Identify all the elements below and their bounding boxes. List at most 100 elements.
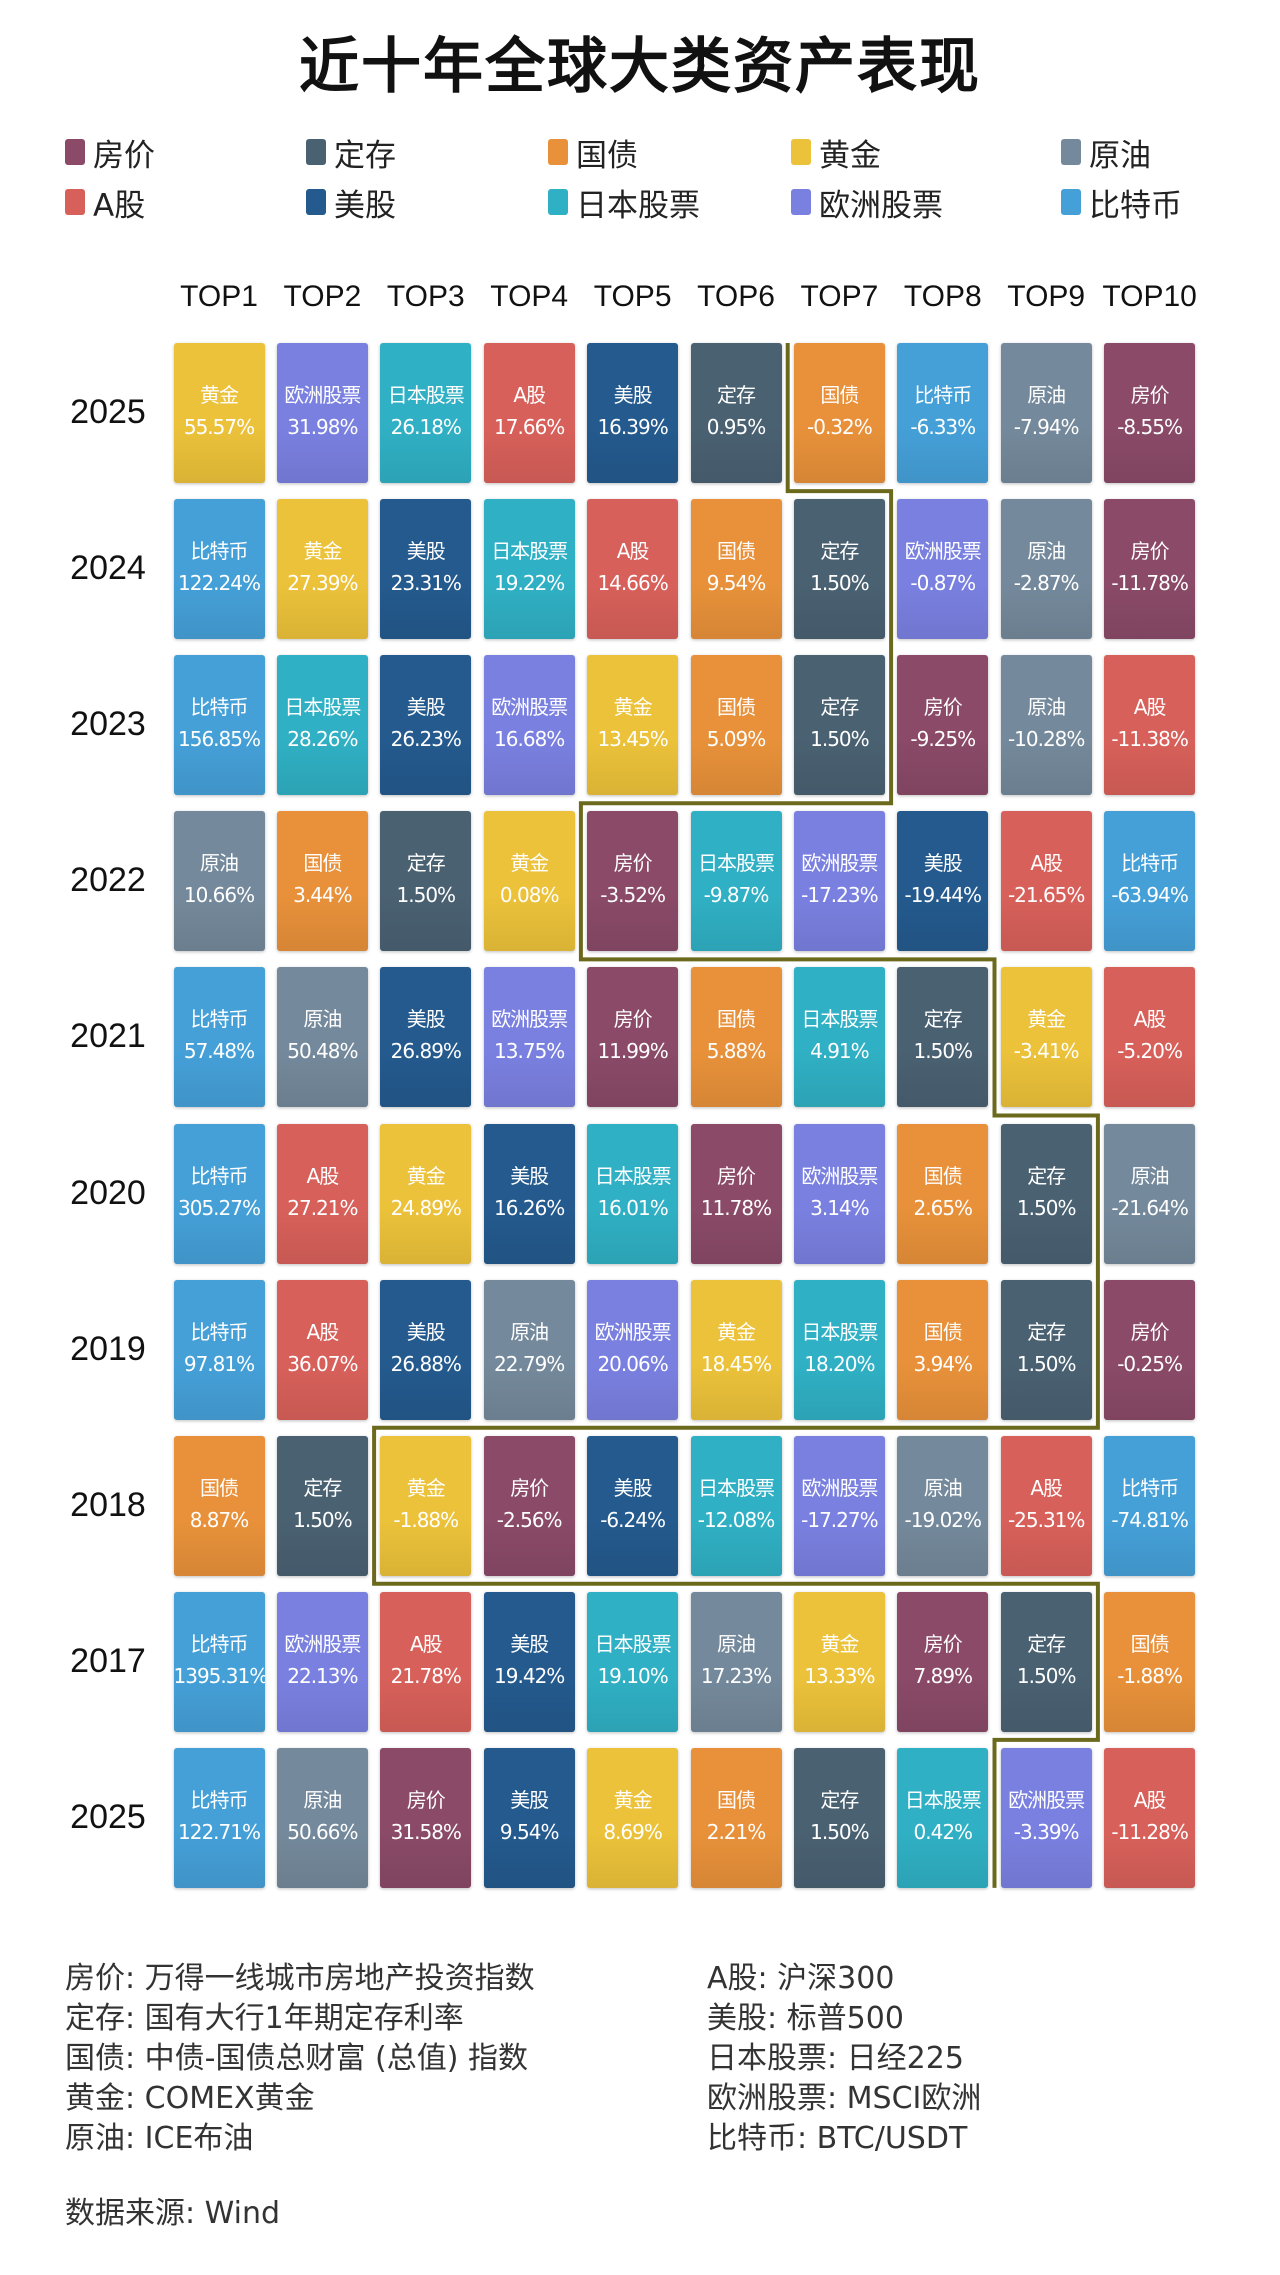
asset-return: 19.42% — [494, 1663, 565, 1688]
column-header: TOP7 — [800, 280, 879, 313]
asset-name: 黄金 — [406, 1163, 446, 1188]
asset-name: 房价 — [1130, 383, 1170, 407]
asset-cell: 原油 -2.87% — [1000, 499, 1092, 640]
asset-cell: 国债 2.21% — [690, 1747, 782, 1888]
asset-return: -0.87% — [910, 571, 976, 596]
asset-return: 4.91% — [810, 1039, 870, 1064]
asset-return: -6.24% — [600, 1507, 666, 1532]
asset-cell: 国债 3.94% — [897, 1279, 989, 1420]
asset-name: 国债 — [303, 851, 342, 876]
asset-return: 24.89% — [390, 1195, 462, 1220]
asset-return: 10.66% — [183, 883, 255, 908]
year-label: 2025 — [70, 393, 146, 431]
asset-cell: 日本股票 -9.87% — [690, 811, 782, 952]
asset-name: 欧洲股票 — [801, 1163, 878, 1188]
asset-name: A股 — [1133, 1007, 1167, 1032]
asset-return: 19.10% — [597, 1663, 668, 1688]
asset-name: A股 — [1030, 1475, 1063, 1500]
asset-return: 7.89% — [913, 1663, 974, 1688]
asset-cell: 欧洲股票 13.75% — [483, 967, 575, 1108]
asset-cell: A股 36.07% — [276, 1279, 368, 1420]
year-label: 2024 — [70, 549, 146, 588]
asset-cell: 黄金 24.89% — [380, 1123, 472, 1264]
asset-cell: 日本股票 28.26% — [276, 655, 368, 796]
asset-return: 1.50% — [810, 1819, 870, 1844]
asset-cell: 国债 3.44% — [276, 811, 368, 952]
legend-label: 房价 — [93, 137, 155, 174]
column-header: TOP8 — [903, 280, 982, 313]
asset-name: 房价 — [717, 1163, 756, 1188]
asset-return: -11.28% — [1111, 1819, 1188, 1844]
asset-cell: 欧洲股票 -17.27% — [793, 1435, 885, 1576]
legend-swatch — [306, 139, 326, 165]
asset-cell: 房价 -11.78% — [1104, 499, 1196, 640]
asset-cell: 房价 11.99% — [587, 967, 679, 1108]
asset-cell: 比特币 122.24% — [173, 499, 265, 640]
column-header: TOP9 — [1007, 280, 1086, 313]
asset-name: 欧洲股票 — [1008, 1787, 1085, 1812]
year-label: 2025 — [70, 1797, 146, 1836]
asset-name: 国债 — [923, 1163, 963, 1188]
asset-cell: A股 14.66% — [587, 499, 679, 640]
asset-cell: 国债 8.87% — [173, 1435, 265, 1576]
data-source: 数据来源: Wind — [65, 2196, 281, 2231]
column-header: TOP4 — [490, 280, 569, 313]
asset-cell: 美股 19.42% — [483, 1591, 575, 1732]
asset-definition: 美股: 标普500 — [707, 2001, 904, 2036]
asset-cell: 欧洲股票 -3.39% — [1000, 1747, 1092, 1888]
asset-cell: 比特币 -6.33% — [897, 343, 989, 483]
asset-name: 定存 — [1027, 1163, 1066, 1188]
legend-label: 原油 — [1089, 137, 1151, 174]
asset-return: 11.99% — [597, 1039, 668, 1064]
asset-name: 原油 — [303, 1007, 342, 1032]
asset-name: 国债 — [717, 539, 756, 564]
asset-name: 欧洲股票 — [491, 695, 568, 720]
asset-cell: 黄金 18.45% — [690, 1279, 782, 1420]
asset-name: A股 — [513, 383, 546, 407]
asset-cell: A股 27.21% — [276, 1123, 368, 1264]
asset-cell: 黄金 13.33% — [793, 1591, 885, 1732]
asset-cell: 定存 1.50% — [380, 811, 472, 952]
asset-cell: 比特币 -63.94% — [1104, 811, 1196, 952]
legend-label: 比特币 — [1089, 187, 1182, 224]
asset-return: 22.13% — [287, 1663, 358, 1688]
asset-cell: 比特币 156.85% — [173, 655, 265, 796]
asset-cell: 原油 17.23% — [690, 1591, 782, 1732]
asset-cell: 日本股票 26.18% — [380, 343, 472, 483]
asset-name: 原油 — [923, 1475, 963, 1500]
asset-cell: 黄金 27.39% — [276, 499, 368, 640]
asset-return: 55.57% — [183, 415, 255, 439]
asset-return: 5.88% — [706, 1039, 767, 1064]
asset-cell: A股 -11.38% — [1104, 655, 1196, 796]
asset-cell: 原油 50.48% — [276, 967, 368, 1108]
asset-return: -0.25% — [1117, 1351, 1183, 1376]
asset-name: 定存 — [820, 539, 859, 564]
column-header: TOP3 — [386, 280, 465, 313]
asset-return: -1.88% — [1117, 1663, 1183, 1688]
asset-cell: 黄金 -1.88% — [380, 1435, 472, 1576]
asset-name: 美股 — [923, 851, 963, 876]
legend-item: 定存 — [306, 134, 396, 174]
asset-cell: 美股 23.31% — [380, 499, 472, 640]
asset-return: 23.31% — [390, 571, 462, 596]
asset-return: 18.20% — [804, 1351, 875, 1376]
asset-name: 房价 — [1130, 1319, 1170, 1344]
asset-return: 3.94% — [913, 1351, 974, 1376]
asset-cell: 黄金 -3.41% — [1000, 967, 1092, 1108]
asset-cell: 日本股票 -12.08% — [690, 1435, 782, 1576]
asset-name: A股 — [1133, 1787, 1167, 1812]
legend-label: 定存 — [334, 137, 396, 174]
asset-cell: 比特币 97.81% — [173, 1279, 265, 1420]
asset-cell: 房价 -9.25% — [897, 655, 989, 796]
asset-return: 0.42% — [913, 1819, 974, 1844]
asset-cell: 原油 -10.28% — [1000, 655, 1092, 796]
legend-swatch — [791, 189, 811, 215]
asset-name: 国债 — [717, 1787, 756, 1812]
asset-cell: 原油 -19.02% — [897, 1435, 989, 1576]
legend-swatch — [548, 189, 568, 215]
legend-item: 国债 — [548, 134, 638, 174]
asset-name: 美股 — [406, 695, 446, 720]
asset-return: -3.39% — [1013, 1819, 1080, 1844]
asset-cell: 欧洲股票 31.98% — [276, 343, 368, 483]
asset-return: 26.89% — [390, 1039, 462, 1064]
